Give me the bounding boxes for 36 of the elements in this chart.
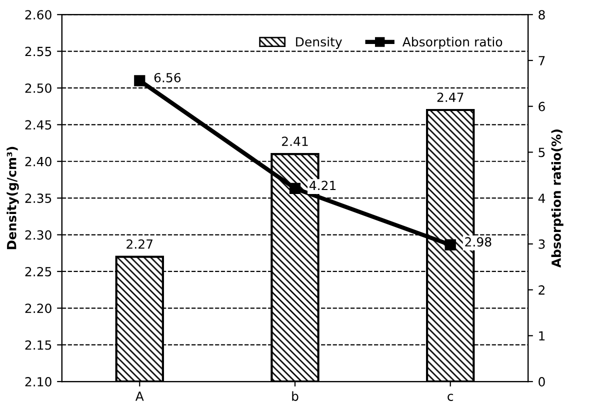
legend-label: Density [296, 36, 342, 49]
y2-tick-label: 1 [539, 331, 545, 340]
y2-axis-title: Absorption ratio(%) [551, 130, 564, 268]
data-label: 2.98 [465, 237, 492, 247]
data-label: 4.21 [310, 180, 336, 190]
data-label: 2.47 [437, 92, 464, 102]
y2-tick-label: 4 [538, 194, 546, 203]
point [134, 75, 146, 86]
x-tick-label: b [292, 391, 298, 401]
y-tick-label: 2.40 [25, 156, 52, 166]
y-tick-label: 2.15 [25, 340, 52, 350]
point [289, 182, 301, 194]
y-tick-label: 2.35 [25, 194, 52, 203]
y-tick-label: 2.10 [25, 377, 52, 386]
x-tick-label: c [448, 394, 454, 401]
y-tick-label: 2.60 [25, 10, 52, 20]
x-tick-label: A [135, 392, 144, 401]
data-label: 2.41 [282, 136, 308, 146]
y-axis-title: Density(g/cm³) [6, 146, 19, 250]
y-tick-label: 2.50 [25, 83, 52, 93]
y-tick-label: 2.55 [25, 46, 52, 56]
y2-tick-label: 3 [538, 239, 545, 249]
y-tick-label: 2.45 [25, 120, 52, 130]
y-tick-label: 2.20 [25, 304, 52, 314]
y2-tick-label: 7 [538, 56, 545, 66]
y2-tick-label: 2 [538, 285, 544, 295]
y-tick-label: 2.25 [25, 266, 52, 276]
data-label: 2.27 [126, 239, 152, 249]
y-tick-label: 2.30 [25, 230, 52, 240]
point [444, 239, 456, 250]
y2-tick-label: 6 [538, 102, 545, 112]
y2-tick-label: 8 [538, 10, 545, 20]
data-label: 6.56 [154, 72, 181, 82]
y2-tick-label: 5 [538, 148, 545, 158]
legend-label: Absorption ratio [402, 36, 502, 49]
y2-tick-label: 0 [538, 377, 545, 386]
